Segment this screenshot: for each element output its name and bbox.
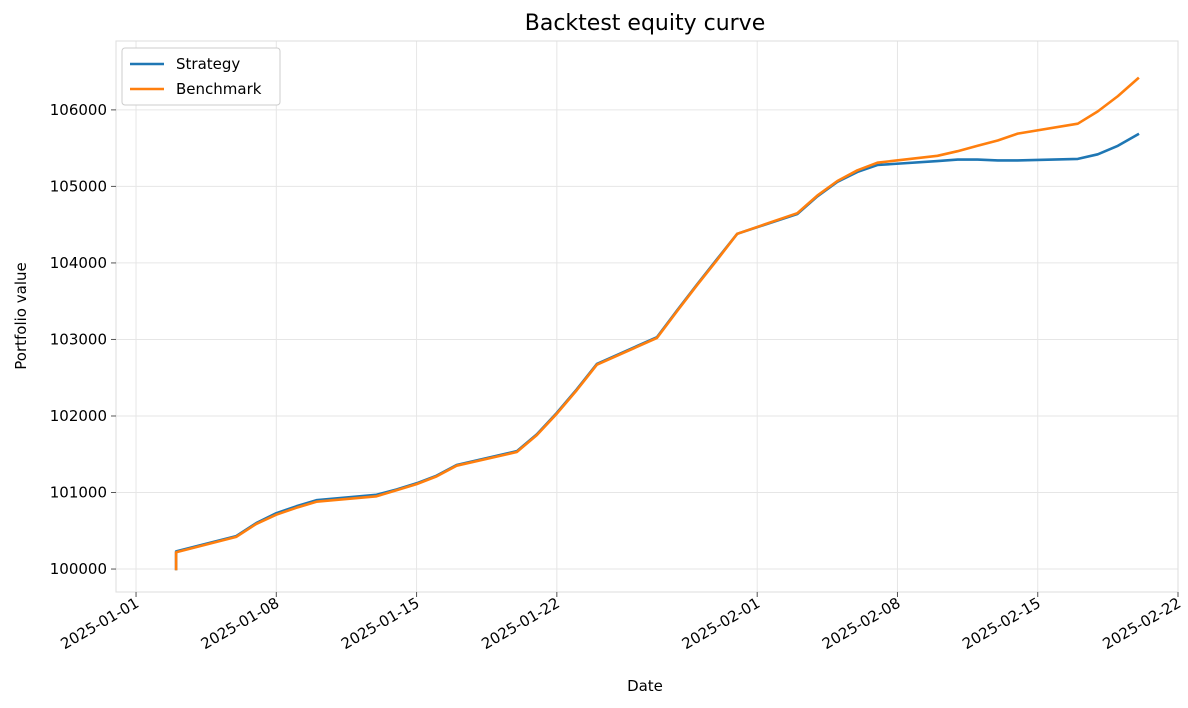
- y-tick-label: 105000: [50, 177, 107, 195]
- x-tick-label: 2025-02-01: [679, 594, 764, 653]
- series-line-strategy: [174, 132, 1140, 571]
- y-tick-label: 101000: [50, 484, 107, 502]
- plot-frame: [115, 40, 1179, 593]
- legend: Strategy Benchmark: [121, 47, 281, 106]
- x-axis-ticks: 2025-01-01 2025-01-08 2025-01-15 2025-01-22…: [58, 592, 1184, 653]
- x-tick-label: 2025-01-15: [338, 594, 423, 653]
- chart-title: Backtest equity curve: [525, 11, 766, 36]
- y-tick-label: 104000: [50, 254, 107, 272]
- x-tick-label: 2025-02-08: [819, 594, 904, 653]
- legend-label-benchmark: Benchmark: [176, 80, 262, 98]
- x-tick-label: 2025-02-15: [959, 594, 1044, 653]
- grid: [116, 41, 1179, 592]
- series-lines: [174, 76, 1140, 571]
- y-tick-label: 103000: [50, 330, 107, 348]
- x-tick-label: 2025-01-22: [478, 594, 563, 653]
- y-tick-label: 100000: [50, 560, 107, 578]
- y-tick-label: 106000: [50, 101, 107, 119]
- y-axis-ticks: 100000 101000 102000 103000 104000 105000 1060…: [50, 101, 116, 578]
- legend-box: [121, 47, 281, 106]
- y-tick-label: 102000: [50, 407, 107, 425]
- x-tick-label: 2025-02-22: [1099, 594, 1184, 653]
- x-axis-label: Date: [627, 677, 663, 695]
- y-axis-label: Portfolio value: [12, 262, 30, 369]
- series-line-benchmark: [174, 76, 1140, 571]
- legend-label-strategy: Strategy: [176, 55, 240, 73]
- x-tick-label: 2025-01-08: [198, 594, 283, 653]
- x-tick-label: 2025-01-01: [58, 594, 143, 653]
